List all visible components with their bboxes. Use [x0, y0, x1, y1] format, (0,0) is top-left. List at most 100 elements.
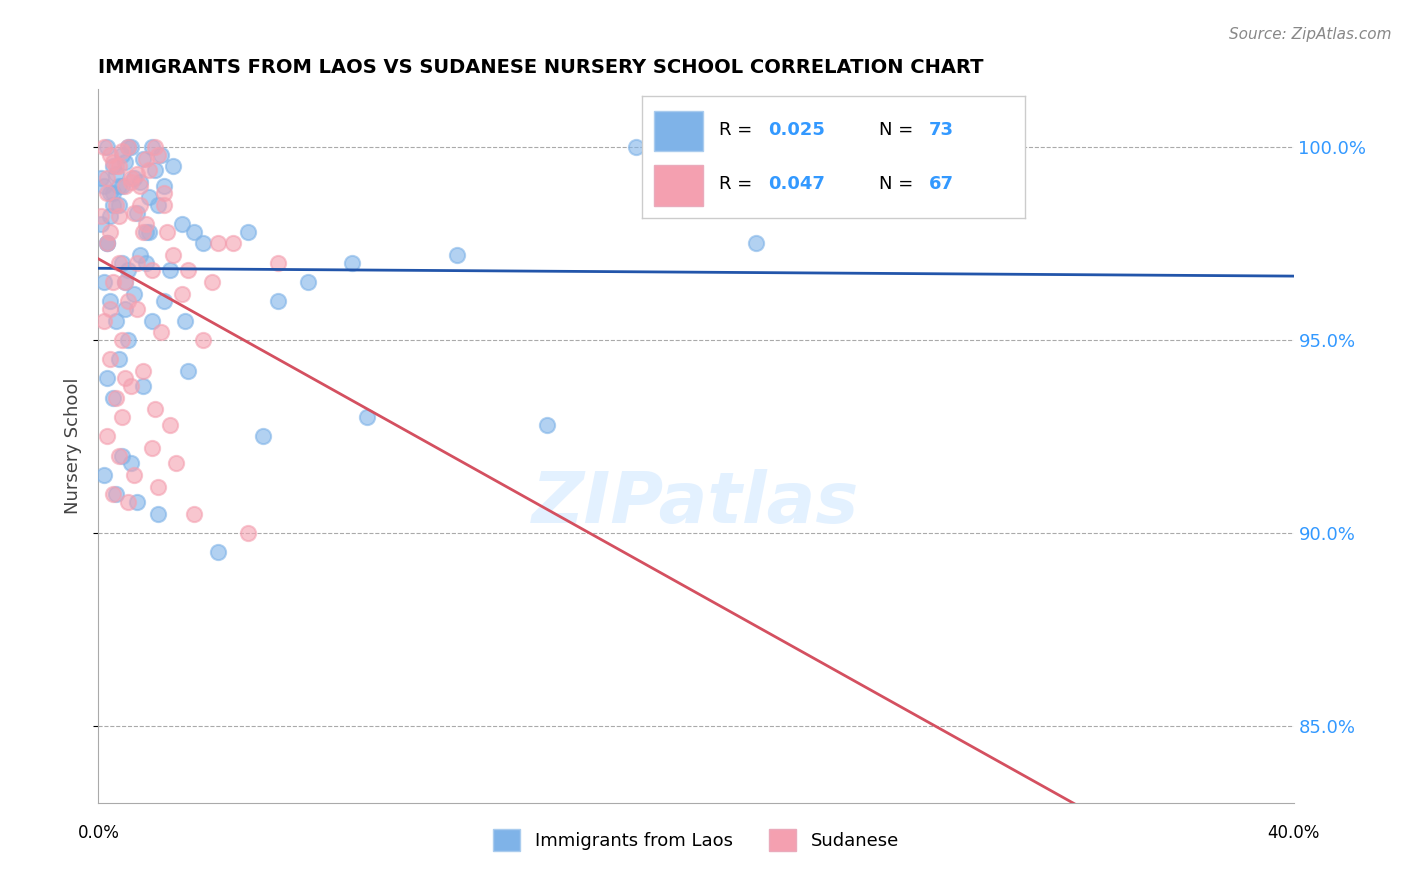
Point — [124, 205, 146, 219]
Point — [103, 487, 125, 501]
Point — [120, 140, 142, 154]
Point — [124, 467, 146, 482]
Point — [114, 275, 136, 289]
Point — [141, 441, 163, 455]
Point — [162, 159, 184, 173]
Point — [108, 159, 131, 173]
Point — [135, 225, 157, 239]
Point — [111, 144, 134, 158]
Text: IMMIGRANTS FROM LAOS VS SUDANESE NURSERY SCHOOL CORRELATION CHART: IMMIGRANTS FROM LAOS VS SUDANESE NURSERY… — [98, 57, 984, 77]
Point — [117, 333, 139, 347]
Point — [143, 163, 166, 178]
Point — [129, 178, 152, 193]
Point — [191, 236, 214, 251]
Point — [745, 236, 768, 251]
Point — [143, 402, 166, 417]
Point — [141, 140, 163, 154]
Point — [103, 391, 125, 405]
Point — [105, 391, 128, 405]
Point — [141, 263, 163, 277]
Point — [297, 275, 319, 289]
Point — [156, 225, 179, 239]
Text: 0.0%: 0.0% — [77, 824, 120, 842]
Point — [111, 148, 134, 162]
Point — [135, 152, 157, 166]
Point — [100, 225, 122, 239]
Point — [108, 256, 131, 270]
Point — [111, 333, 134, 347]
Point — [111, 256, 134, 270]
Point — [183, 507, 205, 521]
Point — [114, 301, 136, 316]
Point — [207, 236, 229, 251]
Point — [148, 507, 170, 521]
Point — [150, 325, 173, 339]
Point — [446, 248, 468, 262]
Point — [342, 256, 364, 270]
Point — [108, 210, 131, 224]
Point — [93, 178, 115, 193]
Point — [165, 456, 187, 470]
Point — [132, 152, 155, 166]
Point — [177, 263, 200, 277]
Point — [105, 159, 128, 173]
Point — [132, 225, 155, 239]
Point — [100, 294, 122, 309]
Point — [153, 198, 176, 212]
Point — [103, 275, 125, 289]
Point — [127, 301, 149, 316]
Point — [159, 417, 181, 432]
Point — [100, 186, 122, 201]
Text: Source: ZipAtlas.com: Source: ZipAtlas.com — [1229, 27, 1392, 42]
Point — [105, 167, 128, 181]
Point — [153, 178, 176, 193]
Point — [129, 175, 152, 189]
Point — [96, 371, 118, 385]
Point — [93, 275, 115, 289]
Point — [129, 248, 152, 262]
Point — [111, 410, 134, 425]
Point — [135, 217, 157, 231]
Point — [103, 155, 125, 169]
Point — [120, 175, 142, 189]
Point — [105, 198, 128, 212]
Point — [100, 301, 122, 316]
Point — [127, 495, 149, 509]
Point — [201, 275, 224, 289]
Point — [93, 467, 115, 482]
Point — [626, 140, 648, 154]
Point — [90, 217, 112, 231]
Legend: Immigrants from Laos, Sudanese: Immigrants from Laos, Sudanese — [486, 822, 905, 858]
Point — [356, 410, 378, 425]
Point — [90, 210, 112, 224]
Point — [108, 449, 131, 463]
Point — [96, 186, 118, 201]
Point — [138, 225, 160, 239]
Point — [114, 178, 136, 193]
Point — [96, 236, 118, 251]
Point — [267, 294, 290, 309]
Point — [183, 225, 205, 239]
Point — [108, 178, 131, 193]
Point — [236, 525, 259, 540]
Point — [124, 286, 146, 301]
Point — [127, 256, 149, 270]
Point — [105, 487, 128, 501]
Point — [120, 379, 142, 393]
Point — [96, 170, 118, 185]
Point — [536, 417, 558, 432]
Point — [148, 479, 170, 493]
Point — [108, 352, 131, 367]
Point — [174, 313, 197, 327]
Point — [90, 170, 112, 185]
Point — [191, 333, 214, 347]
Point — [96, 140, 118, 154]
Point — [172, 217, 194, 231]
Point — [108, 198, 131, 212]
Point — [129, 198, 152, 212]
Point — [117, 140, 139, 154]
Point — [114, 275, 136, 289]
Point — [148, 198, 170, 212]
Point — [93, 313, 115, 327]
Point — [177, 364, 200, 378]
